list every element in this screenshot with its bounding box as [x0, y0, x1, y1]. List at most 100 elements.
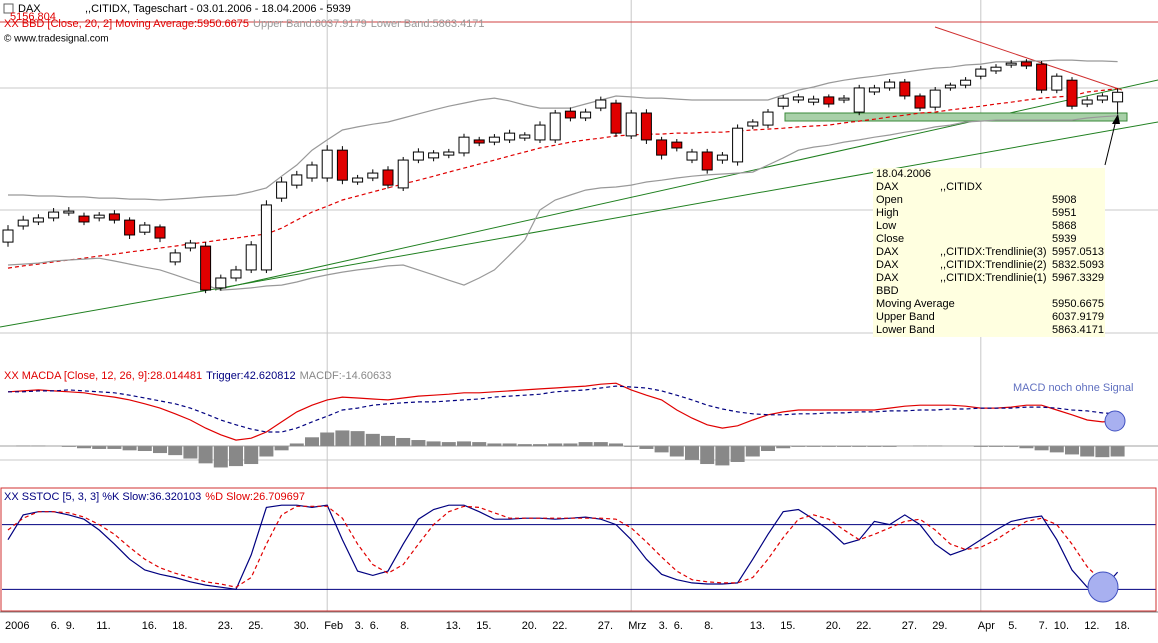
x-tick-label: 13.: [750, 620, 765, 632]
histogram-bar: [213, 446, 228, 468]
histogram-bar: [502, 443, 517, 447]
histogram-bar: [289, 443, 304, 447]
x-tick-label: 10.: [1054, 620, 1069, 632]
chart-subtitle: ,,CITIDX, Tageschart - 03.01.2006 - 18.0…: [85, 3, 351, 15]
info-value: 5908: [1052, 194, 1076, 206]
candle-body: [78, 215, 90, 223]
histogram-bar: [320, 432, 335, 447]
histogram-bar: [244, 446, 259, 465]
histogram-bar: [517, 444, 532, 447]
histogram-bar: [365, 433, 380, 447]
histogram-bar: [563, 443, 578, 447]
candle-body: [716, 154, 728, 161]
candle-body: [564, 110, 576, 119]
candle-body: [336, 149, 348, 181]
candle-body: [367, 172, 379, 179]
series-line: [8, 59, 1118, 201]
candle-body: [519, 134, 531, 139]
histogram-bar: [989, 446, 1003, 447]
candle-body: [990, 66, 1002, 72]
candle-body: [291, 174, 303, 186]
candle-body: [853, 87, 865, 113]
x-tick-label: 25.: [248, 620, 263, 632]
candle-body: [397, 159, 409, 189]
histogram-bar: [852, 446, 867, 447]
x-tick-label: 6.: [674, 620, 683, 632]
arrow: [1104, 119, 1117, 166]
x-tick-label: 6.: [370, 620, 379, 632]
candle-body: [944, 84, 956, 89]
histogram-bar: [274, 446, 289, 451]
candle-body: [1096, 95, 1108, 101]
histogram-bar: [806, 446, 821, 447]
candle-body: [610, 102, 622, 134]
histogram-bar: [335, 430, 350, 447]
candle-body: [838, 97, 850, 101]
histogram-bar: [31, 445, 46, 447]
info-label: BBD: [876, 285, 899, 297]
histogram-bar: [137, 446, 152, 452]
x-tick-label: Feb: [324, 620, 343, 632]
histogram-bar: [198, 446, 213, 464]
annotation: 5156.804: [10, 11, 56, 23]
legend-entry: Upper Band:6037.9179: [253, 18, 367, 30]
histogram-bar: [654, 446, 669, 453]
histogram-bar: [472, 442, 487, 447]
chart-title: DAX: [18, 3, 41, 15]
x-tick-label: 16.: [142, 620, 157, 632]
info-label: Lower Band: [876, 324, 935, 336]
histogram-bar: [609, 443, 623, 447]
legend-entry: MACDF:-14.60633: [300, 370, 392, 382]
x-tick-label: Mrz: [628, 620, 646, 632]
x-tick-label: 20.: [522, 620, 537, 632]
legend-entry: XX BBD [Close, 20, 2] Moving Average:595…: [4, 18, 249, 30]
histogram-bar: [837, 446, 851, 447]
candle-body: [412, 151, 424, 161]
info-label: Upper Band: [876, 311, 935, 323]
histogram-bar: [1095, 446, 1110, 458]
histogram-bar: [350, 431, 365, 447]
histogram-bar: [791, 446, 806, 447]
candle-body: [1112, 91, 1124, 103]
x-tick-label: 8.: [704, 620, 713, 632]
candle-body: [808, 98, 820, 103]
x-tick-label: 13.: [446, 620, 461, 632]
candle-body: [139, 224, 151, 233]
info-label: 18.04.2006: [876, 168, 931, 180]
x-tick-label: 15.: [476, 620, 491, 632]
legend: XX BBD [Close, 20, 2] Moving Average:595…: [4, 18, 485, 30]
info-source: ,,CITIDX:Trendlinie(1): [940, 272, 1047, 284]
candle-body: [975, 68, 987, 77]
candle-body: [1066, 79, 1078, 107]
series-line: [8, 385, 1118, 433]
candle-body: [306, 164, 318, 179]
candle-body: [276, 181, 288, 199]
histogram-bar: [107, 446, 122, 449]
x-tick-label: 22.: [856, 620, 871, 632]
candle-body: [504, 132, 516, 141]
legend: XX SSTOC [5, 3, 3] %K Slow:36.320103 %D S…: [4, 491, 305, 503]
candle-body: [732, 127, 744, 163]
histogram-bar: [593, 442, 608, 447]
info-value: 5868: [1052, 220, 1076, 232]
info-label: DAX: [876, 259, 899, 271]
histogram-bar: [305, 437, 319, 447]
info-value: 6037.9179: [1052, 311, 1104, 323]
x-tick-label: 18.: [1115, 620, 1130, 632]
candle-body: [792, 96, 804, 101]
histogram-bar: [381, 435, 395, 447]
candle-body: [960, 79, 972, 86]
arrow-head: [1112, 114, 1120, 124]
x-tick-label: 12.: [1084, 620, 1099, 632]
histogram-bar: [259, 446, 274, 457]
candle-body: [352, 177, 364, 183]
candle-body: [656, 139, 668, 156]
candle-body: [1051, 75, 1063, 91]
candle-body: [184, 242, 196, 249]
candle-body: [473, 139, 485, 144]
info-label: Low: [876, 220, 896, 232]
candle-body: [260, 204, 272, 271]
signal-circle: [1087, 571, 1119, 603]
legend-entry: XX SSTOC [5, 3, 3] %K Slow:36.320103: [4, 491, 201, 503]
